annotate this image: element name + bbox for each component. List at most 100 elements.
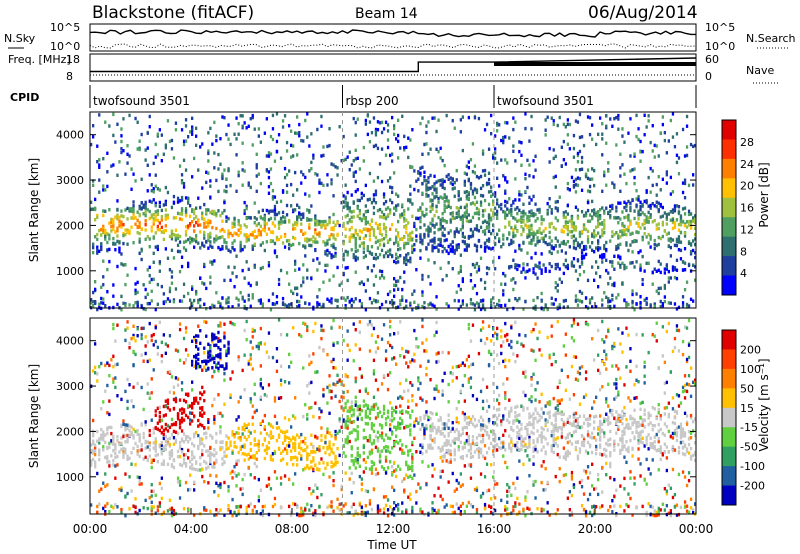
heatmap-cell [445,273,448,278]
heatmap-cell [184,207,188,211]
heatmap-cell [160,218,163,222]
heatmap-cell [217,411,220,416]
heatmap-cell [277,226,281,230]
heatmap-cell [617,243,620,247]
heatmap-cell [457,307,460,311]
heatmap-cell [308,487,311,491]
heatmap-cell [611,293,614,298]
heatmap-cell [675,218,679,222]
heatmap-cell [358,244,361,248]
heatmap-cell [403,241,406,246]
heatmap-cell [619,242,622,246]
heatmap-cell [556,239,559,243]
heatmap-cell [225,349,228,353]
heatmap-cell [651,270,654,274]
heatmap-cell [570,230,574,234]
heatmap-cell [687,241,691,245]
heatmap-cell [277,318,281,322]
heatmap-cell [205,362,208,366]
heatmap-cell [663,295,666,299]
heatmap-cell [554,266,557,271]
heatmap-cell [524,112,527,116]
heatmap-cell [203,236,206,240]
heatmap-cell [182,139,186,143]
heatmap-cell [409,198,412,202]
heatmap-cell [401,203,404,207]
heatmap-cell [292,242,295,247]
heatmap-cell [90,301,93,305]
heatmap-cell [659,215,662,219]
heatmap-cell [294,236,297,241]
heatmap-cell [524,177,527,181]
heatmap-cell [526,185,529,190]
heatmap-cell [611,234,614,238]
heatmap-cell [516,206,519,210]
heatmap-cell [98,502,101,506]
heatmap-cell [595,233,598,238]
heatmap-cell [142,407,145,412]
heatmap-cell [292,154,295,158]
heatmap-cell [494,267,497,271]
heatmap-cell [578,299,582,303]
heatmap-cell [411,292,414,296]
heatmap-cell [180,438,184,443]
heatmap-cell [578,230,582,235]
heatmap-cell [285,213,289,217]
heatmap-cell [362,145,365,150]
heatmap-cell [283,474,287,478]
heatmap-cell [114,363,117,367]
heatmap-cell [427,228,430,233]
heatmap-cell [110,504,113,508]
heatmap-cell [126,230,129,234]
heatmap-cell [536,216,539,221]
heatmap-cell [613,304,616,308]
heatmap-cell [366,198,369,202]
heatmap-cell [554,281,557,285]
heatmap-cell [469,279,473,283]
heatmap-cell [322,304,325,308]
heatmap-cell [461,279,464,284]
heatmap-cell [100,285,103,289]
heatmap-cell [146,292,149,296]
heatmap-cell [160,225,163,229]
heatmap-cell [370,201,374,205]
heatmap-cell [184,229,188,234]
heatmap-cell [98,113,101,117]
heatmap-cell [160,425,163,429]
heatmap-cell [265,447,268,452]
heatmap-cell [288,218,291,223]
heatmap-cell [635,230,638,234]
heatmap-cell [556,289,559,293]
heatmap-cell [526,219,529,223]
heatmap-cell [152,343,155,347]
heatmap-cell [148,443,151,448]
heatmap-cell [364,204,367,208]
heatmap-cell [576,243,580,248]
heatmap-cell [631,305,634,309]
heatmap-cell [530,241,533,246]
heatmap-cell [118,224,121,228]
heatmap-cell [477,176,481,180]
heatmap-cell [203,426,206,430]
heatmap-cell [487,246,491,250]
heatmap-cell [330,253,333,257]
heatmap-cell [128,429,131,433]
heatmap-cell [532,238,535,242]
heatmap-cell [176,233,180,238]
heatmap-cell [481,149,485,153]
heatmap-cell [582,143,586,148]
heatmap-cell [207,218,210,223]
heatmap-cell [253,392,256,396]
heatmap-cell [613,216,616,220]
heatmap-cell [566,305,569,309]
heatmap-cell [558,303,561,307]
heatmap-cell [548,262,551,266]
heatmap-cell [170,147,174,151]
heatmap-cell [487,216,491,220]
heatmap-cell [90,463,93,467]
heatmap-cell [417,177,420,181]
heatmap-cell [532,231,535,236]
heatmap-cell [152,222,155,226]
heatmap-cell [635,292,638,296]
heatmap-cell [588,298,592,302]
